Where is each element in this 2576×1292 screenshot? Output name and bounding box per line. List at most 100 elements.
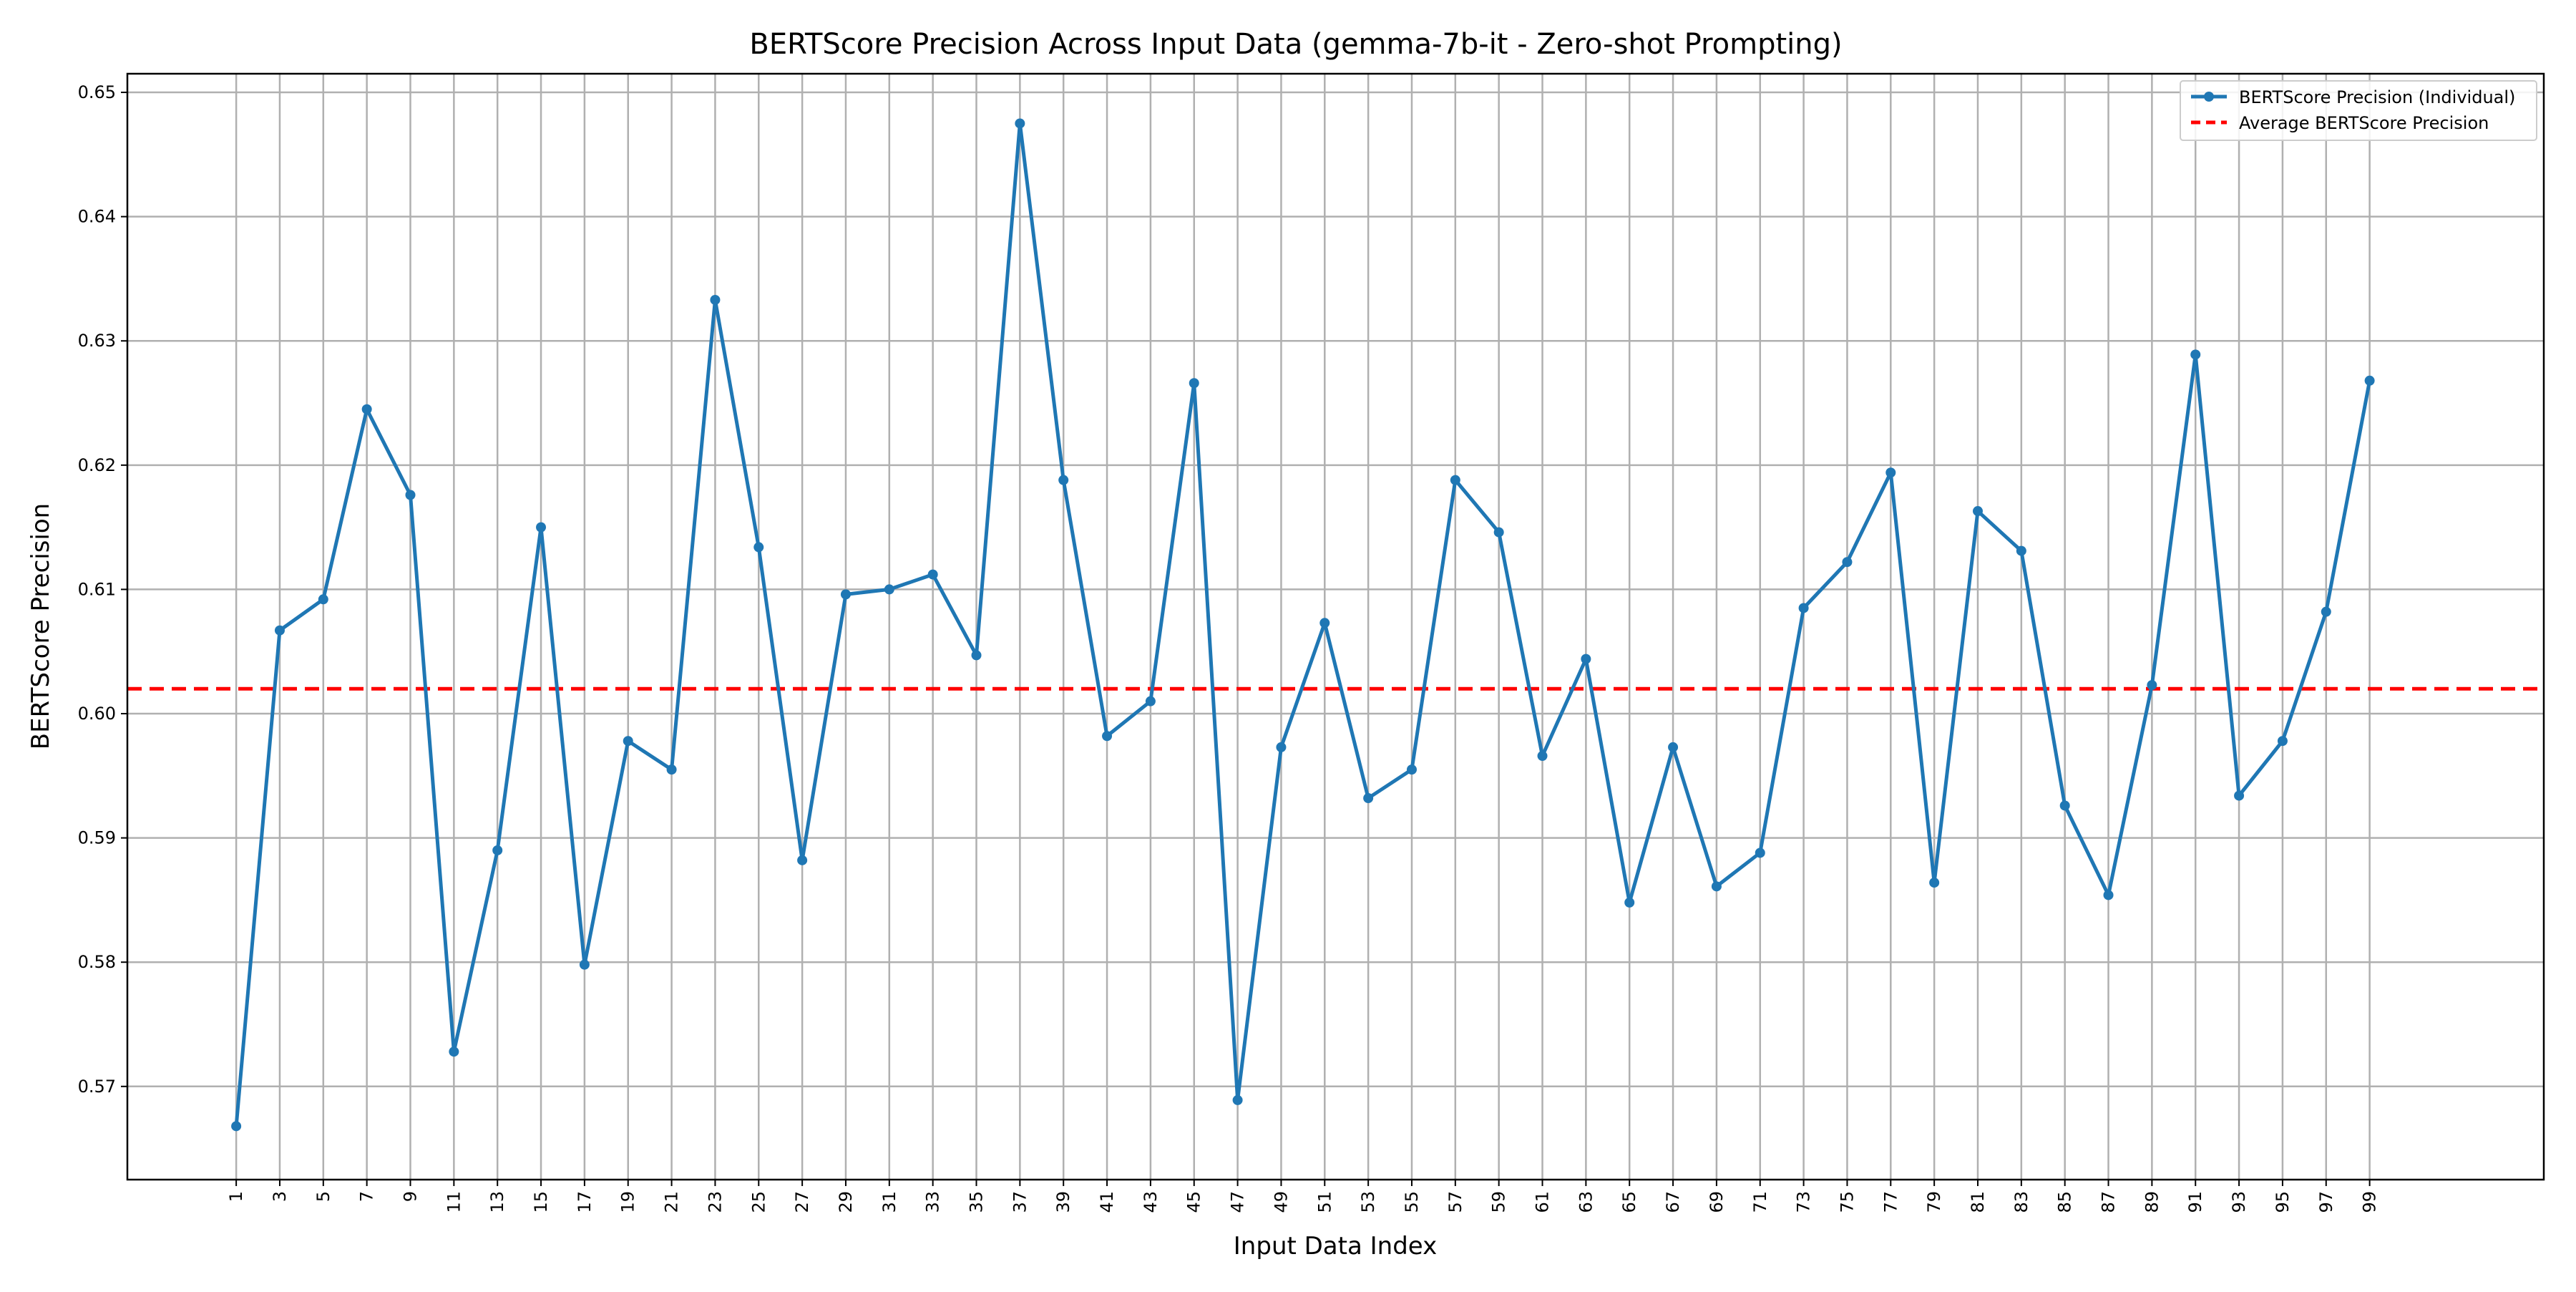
data-point bbox=[579, 959, 590, 970]
legend-box bbox=[2180, 80, 2537, 141]
chart-title: BERTScore Precision Across Input Data (g… bbox=[749, 28, 1842, 61]
data-point bbox=[2234, 790, 2245, 801]
data-point bbox=[231, 1121, 242, 1132]
data-point bbox=[405, 490, 416, 500]
data-point bbox=[1668, 742, 1679, 752]
x-tick-label: 57 bbox=[1445, 1191, 1465, 1213]
data-point bbox=[361, 404, 372, 414]
x-tick-label: 45 bbox=[1184, 1191, 1204, 1213]
data-point bbox=[710, 294, 721, 305]
x-tick-label: 7 bbox=[357, 1191, 377, 1202]
x-tick-label: 79 bbox=[1924, 1191, 1944, 1213]
data-point bbox=[1015, 118, 1025, 129]
data-point bbox=[623, 736, 633, 747]
x-tick-label: 59 bbox=[1489, 1191, 1509, 1213]
x-tick-label: 15 bbox=[531, 1191, 551, 1213]
x-tick-label: 85 bbox=[2055, 1191, 2075, 1213]
x-tick-label: 25 bbox=[748, 1191, 769, 1213]
data-point bbox=[1319, 618, 1330, 628]
data-point bbox=[274, 625, 285, 636]
x-tick-label: 71 bbox=[1750, 1191, 1770, 1213]
x-tick-label: 63 bbox=[1576, 1191, 1596, 1213]
x-tick-label: 31 bbox=[879, 1191, 899, 1213]
series-layer bbox=[231, 118, 2375, 1132]
y-tick-label: 0.60 bbox=[78, 704, 116, 724]
x-tick-label: 89 bbox=[2142, 1191, 2162, 1213]
y-tick-label: 0.65 bbox=[78, 82, 116, 102]
x-tick-label: 29 bbox=[836, 1191, 856, 1213]
data-point bbox=[797, 855, 808, 865]
y-axis-label: BERTScore Precision bbox=[26, 503, 55, 749]
x-tick-label: 67 bbox=[1663, 1191, 1683, 1213]
x-tick-label: 11 bbox=[444, 1191, 464, 1213]
data-point bbox=[840, 589, 851, 600]
data-point bbox=[449, 1046, 459, 1057]
data-point bbox=[1798, 603, 1809, 613]
x-tick-label: 97 bbox=[2316, 1191, 2336, 1213]
x-tick-label: 27 bbox=[792, 1191, 812, 1213]
x-tick-label: 35 bbox=[967, 1191, 987, 1213]
x-tick-label: 77 bbox=[1880, 1191, 1901, 1213]
data-point bbox=[1363, 793, 1374, 804]
data-point bbox=[1276, 742, 1287, 752]
x-tick-label: 55 bbox=[1402, 1191, 1422, 1213]
y-tick-label: 0.58 bbox=[78, 952, 116, 972]
data-point bbox=[1189, 378, 1199, 389]
data-point bbox=[2016, 545, 2026, 556]
y-tick-label: 0.61 bbox=[78, 579, 116, 599]
x-tick-label: 73 bbox=[1794, 1191, 1814, 1213]
data-point bbox=[2190, 349, 2201, 360]
y-tick-label: 0.62 bbox=[78, 455, 116, 475]
data-point bbox=[1493, 527, 1504, 538]
data-point bbox=[971, 650, 982, 661]
x-tick-label: 49 bbox=[1271, 1191, 1291, 1213]
x-tick-label: 41 bbox=[1097, 1191, 1117, 1213]
data-point bbox=[927, 569, 938, 580]
data-point bbox=[2277, 736, 2288, 747]
data-point bbox=[2364, 375, 2375, 386]
y-tick-label: 0.64 bbox=[78, 207, 116, 227]
x-tick-label: 5 bbox=[313, 1191, 333, 1202]
x-tick-label: 1 bbox=[226, 1191, 246, 1202]
x-tick-label: 17 bbox=[575, 1191, 595, 1213]
data-point bbox=[1450, 475, 1460, 485]
data-point bbox=[1145, 696, 1156, 706]
y-axis-ticks: 0.57 0.58 0.59 0.60 0.61 0.62 0.63 0.64 0.65 bbox=[78, 82, 127, 1097]
plot-frame bbox=[126, 72, 2545, 1181]
x-tick-label: 43 bbox=[1141, 1191, 1161, 1213]
data-point bbox=[1885, 467, 1896, 478]
data-point bbox=[1755, 847, 1765, 858]
x-tick-label: 81 bbox=[1968, 1191, 1988, 1213]
legend-label-individual: BERTScore Precision (Individual) bbox=[2239, 87, 2515, 107]
data-point bbox=[1058, 475, 1069, 485]
data-point bbox=[2103, 890, 2114, 900]
x-tick-label: 19 bbox=[618, 1191, 638, 1213]
x-tick-label: 87 bbox=[2099, 1191, 2119, 1213]
data-point bbox=[318, 594, 328, 605]
data-point bbox=[1972, 506, 1983, 517]
data-point bbox=[666, 764, 677, 775]
x-tick-label: 23 bbox=[705, 1191, 725, 1213]
data-point bbox=[1537, 751, 1548, 762]
data-point bbox=[1102, 731, 1113, 742]
data-point bbox=[1842, 557, 1853, 568]
x-tick-label: 47 bbox=[1228, 1191, 1248, 1213]
data-point bbox=[753, 542, 764, 553]
data-point bbox=[1711, 881, 1722, 892]
data-point bbox=[492, 845, 503, 855]
data-point bbox=[2147, 680, 2157, 691]
x-tick-label: 83 bbox=[2011, 1191, 2031, 1213]
series-line-individual bbox=[234, 121, 2372, 1127]
x-tick-label: 33 bbox=[923, 1191, 943, 1213]
data-point bbox=[1624, 897, 1635, 908]
x-tick-label: 53 bbox=[1358, 1191, 1378, 1213]
x-tick-label: 91 bbox=[2185, 1191, 2205, 1213]
x-tick-label: 61 bbox=[1533, 1191, 1553, 1213]
x-axis-ticks: 1 3 5 7 9 11 13 15 17 19 21 23 25 27 29 31 33 35 37 39 41 43 4… bbox=[226, 1180, 2380, 1213]
data-point bbox=[2321, 606, 2331, 617]
y-tick-label: 0.57 bbox=[78, 1077, 116, 1097]
legend: BERTScore Precision (Individual) Average… bbox=[2180, 80, 2537, 141]
x-tick-label: 13 bbox=[487, 1191, 507, 1213]
